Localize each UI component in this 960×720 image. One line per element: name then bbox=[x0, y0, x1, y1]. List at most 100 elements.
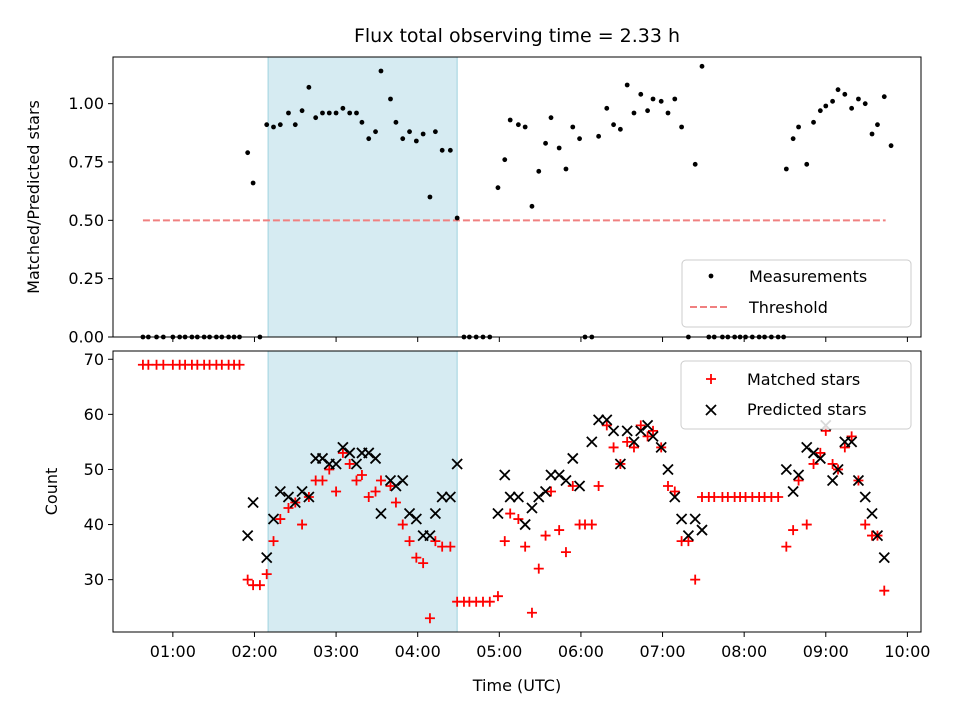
predicted-stars-point bbox=[533, 491, 545, 503]
measurement-point bbox=[529, 203, 535, 209]
measurement-point bbox=[306, 84, 312, 90]
top-y-axis-label: Matched/Predicted stars bbox=[24, 100, 43, 294]
x-tick-label: 07:00 bbox=[639, 642, 685, 661]
predicted-stars-point bbox=[628, 436, 640, 448]
matched-stars-point bbox=[533, 563, 544, 574]
x-tick-label: 01:00 bbox=[150, 642, 196, 661]
predicted-stars-point bbox=[444, 491, 456, 503]
predicted-stars-point bbox=[403, 507, 416, 520]
matched-stars-point bbox=[526, 607, 537, 618]
matched-stars-point bbox=[324, 464, 335, 475]
measurement-point bbox=[638, 91, 644, 97]
x-tick-label: 04:00 bbox=[395, 642, 441, 661]
measurement-point bbox=[359, 119, 365, 125]
predicted-stars-point bbox=[621, 425, 633, 437]
matched-stars-point bbox=[808, 458, 819, 469]
matched-stars-point bbox=[662, 480, 673, 491]
predicted-stars-point bbox=[655, 441, 667, 454]
matched-stars-point bbox=[242, 574, 253, 585]
bottom-y-tick-label: 60 bbox=[84, 405, 104, 424]
predicted-stars-point bbox=[499, 469, 511, 481]
matched-stars-point bbox=[337, 447, 348, 458]
matched-stars-point bbox=[788, 525, 799, 536]
measurement-point bbox=[804, 161, 810, 167]
measurement-point bbox=[400, 136, 406, 142]
matched-stars-point bbox=[567, 480, 578, 491]
matched-stars-point bbox=[317, 475, 328, 486]
measurement-point bbox=[388, 96, 393, 102]
predicted-stars-point bbox=[512, 491, 524, 503]
predicted-stars-point bbox=[878, 551, 890, 564]
predicted-stars-point bbox=[539, 485, 552, 498]
measurement-point bbox=[447, 147, 453, 153]
measurement-point bbox=[658, 98, 664, 104]
measurement-point bbox=[869, 131, 875, 137]
predicted-stars-point bbox=[247, 496, 259, 509]
predicted-stars-point bbox=[675, 513, 688, 525]
predicted-stars-point bbox=[592, 414, 605, 426]
measurement-point bbox=[515, 122, 521, 128]
measurement-point bbox=[427, 194, 433, 200]
predicted-stars-point bbox=[801, 441, 813, 454]
measurement-point bbox=[502, 157, 508, 163]
top-y-tick-label: 1.00 bbox=[68, 94, 104, 113]
measurement-point bbox=[495, 185, 501, 191]
legend-threshold-label: Threshold bbox=[748, 298, 828, 317]
measurement-point bbox=[875, 122, 880, 128]
matched-stars-point bbox=[554, 525, 565, 536]
predicted-stars-point bbox=[337, 441, 349, 454]
matched-stars-point bbox=[608, 442, 619, 453]
predicted-stars-point bbox=[504, 491, 516, 503]
matched-stars-point bbox=[254, 580, 265, 591]
matched-stars-point bbox=[356, 469, 367, 480]
measurement-point bbox=[563, 166, 569, 172]
predicted-stars-point bbox=[607, 425, 620, 437]
measurement-point bbox=[631, 110, 637, 116]
measurement-point bbox=[624, 82, 630, 88]
predicted-stars-point bbox=[866, 507, 878, 520]
matched-stars-point bbox=[601, 420, 612, 431]
matched-stars-point bbox=[781, 541, 792, 552]
matched-stars-point bbox=[540, 530, 551, 541]
measurement-point bbox=[264, 122, 270, 128]
predicted-stars-point bbox=[682, 529, 695, 542]
bottom-shaded-interval bbox=[267, 350, 458, 633]
matched-stars-point bbox=[351, 475, 362, 486]
predicted-stars-point bbox=[344, 447, 356, 459]
measurement-point bbox=[347, 110, 353, 116]
matched-stars-point bbox=[622, 436, 633, 447]
top-y-tick-label: 0.75 bbox=[68, 153, 104, 172]
x-tick-label: 02:00 bbox=[231, 642, 277, 661]
measurement-point bbox=[439, 147, 445, 153]
bottom-panel: 30 40 50 60 70 01:00 02:00 03:00 04:00 05:00 06:00… bbox=[42, 350, 930, 695]
measurement-point bbox=[645, 108, 650, 114]
matched-stars-point bbox=[546, 486, 557, 497]
predicted-stars-point bbox=[330, 458, 342, 470]
matched-stars-point bbox=[520, 541, 531, 552]
predicted-stars-point bbox=[662, 463, 674, 476]
predicted-stars-point bbox=[282, 491, 295, 503]
predicted-stars-point bbox=[635, 425, 647, 437]
measurement-point bbox=[413, 138, 419, 144]
measurement-point bbox=[522, 124, 528, 130]
matched-stars-point bbox=[385, 480, 396, 491]
chart-title: Flux total observing time = 2.33 h bbox=[354, 25, 680, 47]
x-tick-label: 06:00 bbox=[558, 642, 604, 661]
matched-stars-point bbox=[275, 514, 286, 525]
matched-stars-point bbox=[815, 447, 826, 458]
measurement-point bbox=[277, 122, 283, 128]
predicted-stars-point bbox=[519, 518, 531, 531]
predicted-stars-point bbox=[274, 485, 286, 498]
top-plot-frame bbox=[112, 56, 922, 338]
matched-stars-point bbox=[505, 508, 516, 519]
predicted-stars-point bbox=[451, 458, 463, 470]
matched-stars-point bbox=[683, 536, 694, 547]
measurement-point bbox=[617, 126, 623, 132]
bottom-y-tick-label: 30 bbox=[84, 570, 104, 589]
matched-stars-point bbox=[879, 585, 890, 596]
measurement-point bbox=[393, 119, 399, 125]
measurement-point bbox=[679, 124, 684, 130]
predicted-stars-point bbox=[586, 436, 598, 448]
matched-stars-point bbox=[860, 519, 871, 530]
